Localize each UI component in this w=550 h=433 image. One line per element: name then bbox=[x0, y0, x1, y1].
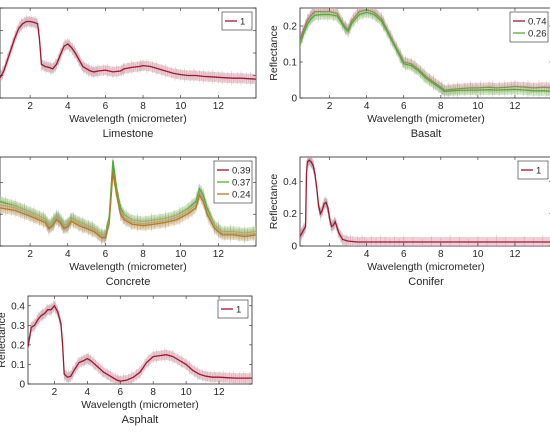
x-tick-label: 10 bbox=[175, 101, 187, 112]
x-axis-label: Wavelength (micrometer) bbox=[367, 113, 484, 125]
x-tick-label: 8 bbox=[438, 249, 444, 260]
x-tick-label: 2 bbox=[327, 249, 333, 260]
x-tick-label: 4 bbox=[364, 101, 370, 112]
x-axis-label: Wavelength (micrometer) bbox=[81, 399, 198, 411]
legend-label: 1 bbox=[240, 17, 245, 28]
x-tick-label: 4 bbox=[85, 387, 91, 398]
x-tick-label: 12 bbox=[509, 101, 521, 112]
chart-title: Conifer bbox=[408, 276, 444, 288]
y-tick-label: 0.3 bbox=[11, 321, 25, 332]
x-tick-label: 6 bbox=[401, 249, 407, 260]
plot-area bbox=[299, 156, 550, 247]
chart-panel-1: 2 4 6 8 10 12 0 0.1 0.2 Wavelength (micrometer) Re… bbox=[268, 7, 550, 140]
x-axis-label: Wavelength (micrometer) bbox=[367, 261, 484, 273]
x-tick-label: 12 bbox=[213, 249, 225, 260]
x-tick-label: 4 bbox=[65, 101, 71, 112]
y-axis-label: Reflectance bbox=[0, 312, 8, 368]
plot-area bbox=[0, 7, 257, 99]
x-tick-label: 4 bbox=[65, 249, 71, 260]
plot-area bbox=[0, 156, 257, 247]
chart-title: Asphalt bbox=[122, 414, 159, 426]
x-tick-label: 12 bbox=[509, 249, 521, 260]
legend: 1 bbox=[221, 11, 253, 31]
y-axis-label: Reflectance bbox=[268, 174, 280, 230]
legend: 0.390.370.24 bbox=[213, 160, 253, 204]
y-tick-label: 0 bbox=[291, 94, 297, 105]
y-tick-label: 0.4 bbox=[283, 177, 297, 188]
legend: 0.740.26 bbox=[509, 11, 549, 43]
series-line-0 bbox=[0, 20, 256, 80]
series-band-0 bbox=[0, 16, 256, 85]
y-tick-label: 0.2 bbox=[283, 22, 297, 33]
series-band-0 bbox=[28, 300, 252, 384]
series-line-0 bbox=[300, 159, 550, 243]
x-axis-label: Wavelength (micrometer) bbox=[69, 113, 186, 125]
x-tick-label: 6 bbox=[103, 101, 109, 112]
y-tick-label: 0.4 bbox=[11, 301, 25, 312]
x-tick-label: 12 bbox=[213, 101, 225, 112]
x-tick-label: 12 bbox=[213, 387, 225, 398]
x-tick-label: 10 bbox=[472, 249, 484, 260]
x-tick-label: 8 bbox=[150, 387, 156, 398]
y-tick-label: 0.2 bbox=[11, 340, 25, 351]
x-tick-label: 6 bbox=[117, 387, 123, 398]
series-band-0 bbox=[300, 157, 550, 246]
x-tick-label: 2 bbox=[27, 249, 33, 260]
y-tick-label: 0.1 bbox=[11, 360, 25, 371]
chart-title: Limestone bbox=[103, 128, 154, 140]
x-tick-label: 6 bbox=[401, 101, 407, 112]
x-tick-label: 4 bbox=[364, 249, 370, 260]
x-tick-label: 6 bbox=[103, 249, 109, 260]
chart-title: Concrete bbox=[106, 276, 151, 288]
legend-label: 1 bbox=[536, 166, 541, 177]
series-band-1 bbox=[300, 8, 550, 97]
x-tick-label: 8 bbox=[140, 101, 146, 112]
series-line-0 bbox=[28, 304, 252, 382]
x-tick-label: 2 bbox=[27, 101, 33, 112]
legend-label: 0.39 bbox=[232, 166, 251, 177]
legend-label: 0.74 bbox=[528, 17, 547, 28]
y-tick-label: 0 bbox=[291, 242, 297, 253]
x-tick-label: 8 bbox=[140, 249, 146, 260]
x-tick-label: 10 bbox=[472, 101, 484, 112]
x-tick-label: 2 bbox=[52, 387, 58, 398]
legend-label: 0.37 bbox=[232, 178, 251, 189]
legend: 1 bbox=[217, 299, 249, 319]
x-tick-label: 10 bbox=[181, 387, 193, 398]
legend-label: 0.24 bbox=[232, 190, 251, 201]
legend-label: 0.26 bbox=[528, 29, 547, 40]
chart-panel-4: 2 4 6 8 10 12 0 0.1 0.2 0.3 0.4 Wavelength (microme… bbox=[0, 295, 253, 426]
y-tick-label: 0.2 bbox=[283, 209, 297, 220]
x-axis-label: Wavelength (micrometer) bbox=[69, 261, 186, 273]
series-band-2 bbox=[0, 167, 256, 243]
y-tick-label: 0.1 bbox=[283, 58, 297, 69]
y-tick-label: 0 bbox=[19, 380, 25, 391]
x-tick-label: 10 bbox=[175, 249, 187, 260]
y-axis-label: Reflectance bbox=[268, 25, 280, 81]
chart-title: Basalt bbox=[411, 128, 442, 140]
series-line-2 bbox=[0, 172, 256, 239]
series-line-1 bbox=[300, 11, 550, 93]
legend-box bbox=[509, 11, 549, 43]
x-tick-label: 2 bbox=[327, 101, 333, 112]
legend: 1 bbox=[517, 160, 549, 180]
legend-label: 1 bbox=[236, 305, 241, 316]
chart-panel-3: 2 4 6 8 10 12 0 0.2 0.4 Wavelength (micrometer) Re… bbox=[268, 156, 550, 288]
x-tick-label: 8 bbox=[438, 101, 444, 112]
